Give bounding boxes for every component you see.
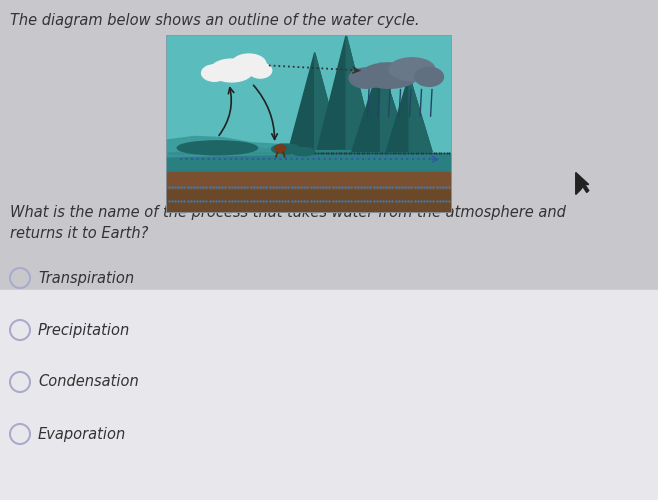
Ellipse shape [249,63,272,78]
Text: What is the name of the process that takes water from the atmosphere and
returns: What is the name of the process that tak… [10,205,566,241]
Ellipse shape [201,65,228,82]
Text: Condensation: Condensation [38,374,139,390]
Bar [0,0,658,290]
Polygon shape [386,76,432,152]
Bar [166,172,452,212]
Polygon shape [352,63,409,152]
Polygon shape [315,53,340,149]
Ellipse shape [272,144,300,154]
Ellipse shape [210,59,253,82]
Bar [166,190,452,212]
Text: Evaporation: Evaporation [38,426,126,442]
Text: Transpiration: Transpiration [38,270,134,285]
Polygon shape [409,76,432,152]
Text: The diagram below shows an outline of the water cycle.: The diagram below shows an outline of th… [10,13,420,28]
Ellipse shape [361,63,418,88]
Ellipse shape [349,68,384,88]
Ellipse shape [232,54,266,74]
Polygon shape [576,172,589,195]
Bar [0,290,658,500]
Polygon shape [166,136,295,156]
Ellipse shape [275,145,286,152]
Ellipse shape [389,58,435,80]
Polygon shape [380,63,409,152]
Polygon shape [318,35,375,149]
Ellipse shape [291,148,315,156]
Ellipse shape [415,68,443,86]
Text: Precipitation: Precipitation [38,322,130,338]
Polygon shape [166,142,452,212]
Polygon shape [289,53,340,149]
Polygon shape [346,35,375,149]
Ellipse shape [177,141,257,155]
